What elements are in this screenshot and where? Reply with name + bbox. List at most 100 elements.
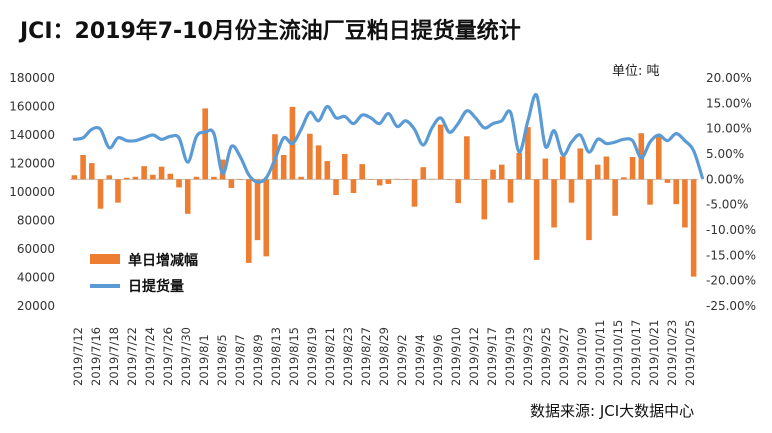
x-tick-label: 2019/7/16: [89, 327, 103, 386]
bar: [664, 179, 671, 183]
x-tick-label: 2019/9/17: [485, 327, 499, 386]
right-tick-label: 10.00%: [706, 122, 752, 136]
x-tick-label: 2019/9/19: [503, 327, 517, 386]
bar: [184, 179, 191, 214]
bar: [472, 179, 479, 180]
bar: [89, 163, 95, 180]
bar: [682, 179, 688, 228]
bar: [621, 177, 627, 180]
x-tick-label: 2019/9/25: [539, 327, 553, 386]
bar: [80, 155, 86, 180]
left-axis-ticks: 20000 40000 60000 80000 100000 120000 140000 16…: [9, 71, 55, 313]
right-tick-label: 0.00%: [706, 172, 744, 186]
legend-bar-swatch: [90, 254, 120, 264]
bar: [586, 179, 592, 241]
bar: [298, 176, 304, 180]
bar: [324, 161, 331, 180]
bar: [341, 154, 348, 180]
bar: [507, 179, 514, 203]
x-axis-ticks: 2019/7/12 2019/7/16 2019/7/18 2019/7/22 2019…: [71, 320, 697, 386]
bar: [263, 179, 270, 257]
x-tick-label: 2019/9/2: [395, 334, 409, 386]
x-tick-label: 2019/8/21: [323, 327, 337, 386]
bar: [71, 175, 78, 180]
bar: [629, 157, 636, 180]
bar: [446, 179, 453, 180]
left-tick-label: 40000: [17, 271, 55, 285]
bar: [97, 179, 104, 209]
bar: [141, 166, 147, 180]
x-tick-label: 2019/8/9: [251, 334, 265, 386]
bar: [490, 169, 496, 180]
bar: [254, 179, 261, 241]
bar: [132, 176, 139, 180]
x-tick-label: 2019/9/6: [431, 334, 445, 386]
left-tick-label: 20000: [17, 299, 55, 313]
bar: [420, 167, 427, 180]
left-tick-label: 120000: [9, 157, 55, 171]
x-tick-label: 2019/8/27: [359, 327, 373, 386]
bar: [560, 156, 566, 180]
bar: [455, 179, 461, 204]
bar: [106, 175, 113, 180]
bar: [612, 179, 618, 216]
bar: [219, 159, 226, 180]
x-tick-label: 2019/9/23: [521, 327, 535, 386]
x-tick-label: 2019/8/15: [287, 327, 301, 386]
bar: [202, 108, 208, 180]
bar: [350, 179, 357, 194]
legend-bar-label: 单日增减幅: [128, 252, 198, 269]
left-tick-label: 160000: [9, 100, 55, 114]
x-tick-label: 2019/9/10: [449, 327, 463, 386]
bar: [437, 124, 444, 180]
bar: [594, 164, 601, 180]
bar: [464, 136, 470, 180]
x-tick-label: 2019/10/15: [611, 320, 625, 386]
bar: [376, 179, 383, 186]
bar: [333, 179, 339, 196]
bar: [167, 173, 174, 180]
bar: [307, 133, 313, 180]
bar: [403, 179, 409, 180]
x-tick-label: 2019/9/12: [467, 327, 481, 386]
bar: [123, 177, 130, 180]
x-tick-label: 2019/8/13: [269, 327, 283, 386]
bar: [228, 179, 235, 188]
left-tick-label: 100000: [9, 185, 55, 199]
bar: [577, 148, 584, 180]
x-tick-label: 2019/7/22: [125, 327, 139, 386]
left-tick-label: 80000: [17, 214, 55, 228]
left-tick-label: 140000: [9, 128, 55, 142]
bar: [115, 179, 121, 203]
right-tick-label: 20.00%: [706, 71, 752, 85]
bar: [394, 178, 400, 180]
bar: [246, 179, 252, 263]
bar: [359, 164, 365, 180]
bar: [158, 166, 165, 180]
bar: [603, 156, 610, 180]
right-tick-label: -5.00%: [706, 198, 748, 212]
bar: [429, 178, 435, 180]
legend-line-label: 日提货量: [128, 278, 184, 295]
x-tick-label: 2019/7/18: [107, 327, 121, 386]
right-tick-label: 5.00%: [706, 147, 744, 161]
right-tick-label: -10.00%: [706, 223, 756, 237]
x-tick-label: 2019/8/29: [377, 327, 391, 386]
bar: [568, 179, 575, 203]
x-tick-label: 2019/10/21: [647, 320, 661, 386]
left-tick-label: 180000: [9, 71, 55, 85]
bar: [315, 145, 322, 180]
x-tick-label: 2019/7/24: [143, 327, 157, 386]
bar: [193, 176, 200, 180]
left-tick-label: 60000: [17, 242, 55, 256]
bar: [237, 179, 243, 180]
bar: [385, 179, 392, 184]
bar: [533, 179, 540, 260]
x-tick-label: 2019/9/4: [413, 334, 427, 386]
x-tick-label: 2019/8/23: [341, 327, 355, 386]
x-tick-label: 2019/8/7: [233, 334, 247, 386]
right-tick-label: -15.00%: [706, 248, 756, 262]
right-tick-label: 15.00%: [706, 96, 752, 110]
